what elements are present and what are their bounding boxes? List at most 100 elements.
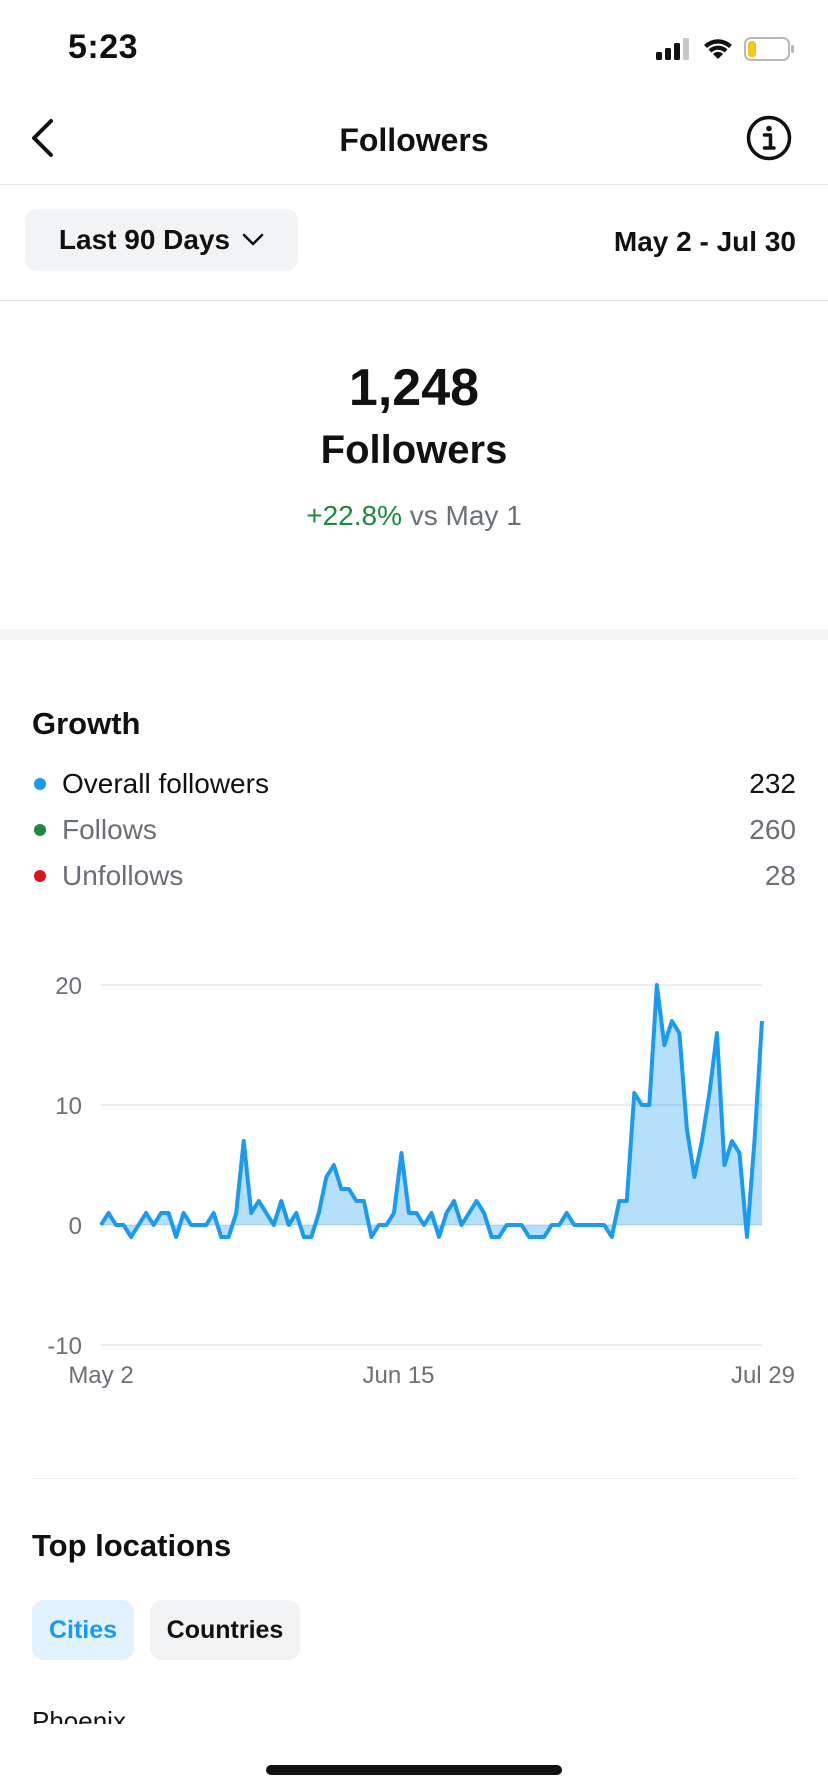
data-point — [527, 1235, 531, 1239]
data-point — [565, 1211, 569, 1215]
data-point — [219, 1235, 223, 1239]
data-point — [430, 1211, 434, 1215]
series-area — [101, 985, 762, 1237]
data-point — [99, 1223, 103, 1227]
follower-count-label: Followers — [320, 428, 508, 472]
range-divider — [0, 300, 828, 301]
info-button[interactable] — [746, 115, 792, 161]
chevron-left-icon — [32, 119, 53, 157]
data-point — [662, 1043, 666, 1047]
date-range-text: May 2 - Jul 30 — [613, 226, 796, 257]
data-point — [129, 1235, 133, 1239]
location-list-item[interactable]: Phoenix — [32, 1706, 126, 1724]
legend-value: 232 — [749, 768, 796, 799]
data-point — [580, 1223, 584, 1227]
follower-change: +22.8% vs May 1 — [0, 500, 828, 532]
data-point — [114, 1223, 118, 1227]
data-point — [632, 1091, 636, 1095]
data-point — [760, 1019, 764, 1023]
data-point — [512, 1223, 516, 1227]
data-point — [302, 1235, 306, 1239]
data-point — [715, 1031, 719, 1035]
data-point — [332, 1163, 336, 1167]
battery-icon — [744, 37, 794, 61]
follower-change-value: +22.8% — [306, 500, 402, 531]
data-point — [152, 1223, 156, 1227]
tab-countries[interactable]: Countries — [150, 1600, 300, 1660]
y-tick-label: 20 — [55, 973, 82, 1000]
data-point — [572, 1223, 576, 1227]
data-point — [685, 1127, 689, 1131]
data-point — [354, 1199, 358, 1203]
data-point — [122, 1223, 126, 1227]
x-tick-label: Jul 29 — [731, 1362, 795, 1389]
data-point — [272, 1223, 276, 1227]
data-point — [692, 1175, 696, 1179]
data-point — [467, 1211, 471, 1215]
data-point — [242, 1139, 246, 1143]
data-point — [752, 1139, 756, 1143]
chart-x-axis: May 2 Jun 15 Jul 29 — [68, 1362, 795, 1389]
data-point — [617, 1199, 621, 1203]
date-range-selector[interactable]: Last 90 Days — [25, 209, 298, 271]
date-range-selector-label: Last 90 Days — [58, 224, 231, 255]
home-indicator — [266, 1765, 562, 1775]
data-point — [482, 1211, 486, 1215]
data-point — [625, 1199, 629, 1203]
top-locations-title: Top locations — [32, 1528, 232, 1563]
data-point — [167, 1211, 171, 1215]
data-point — [670, 1019, 674, 1023]
chart-grid — [101, 984, 762, 1346]
legend-label: Unfollows — [62, 860, 184, 891]
y-tick-label: 10 — [55, 1093, 82, 1120]
data-point — [347, 1187, 351, 1191]
data-point — [414, 1211, 418, 1215]
data-point — [399, 1151, 403, 1155]
data-point — [475, 1199, 479, 1203]
data-point — [197, 1223, 201, 1227]
chart-series — [99, 983, 764, 1239]
follower-change-suffix: vs May 1 — [401, 500, 522, 531]
data-point — [737, 1151, 741, 1155]
data-point — [227, 1235, 231, 1239]
data-point — [505, 1223, 509, 1227]
legend-dot — [34, 778, 46, 790]
data-point — [745, 1235, 749, 1239]
legend-value: 260 — [749, 814, 796, 845]
data-point — [107, 1211, 111, 1215]
data-point — [535, 1235, 539, 1239]
page-title: Followers — [339, 122, 489, 158]
data-point — [647, 1103, 651, 1107]
legend-row-overall: Overall followers 232 — [32, 764, 796, 804]
data-point — [707, 1091, 711, 1095]
data-point — [287, 1223, 291, 1227]
data-point — [722, 1163, 726, 1167]
data-point — [655, 983, 659, 987]
data-point — [362, 1199, 366, 1203]
data-point — [497, 1235, 501, 1239]
wifi-icon — [704, 39, 732, 59]
header-divider — [0, 184, 828, 185]
growth-chart[interactable]: 20 10 0 -10 May 2 Jun 15 Jul 29 — [0, 960, 828, 1400]
data-point — [384, 1223, 388, 1227]
data-point — [460, 1223, 464, 1227]
data-point — [294, 1211, 298, 1215]
back-button[interactable] — [20, 112, 64, 164]
legend-dot — [34, 870, 46, 882]
series-line — [99, 983, 764, 1239]
data-point — [730, 1139, 734, 1143]
legend-dot — [34, 824, 46, 836]
data-point — [212, 1211, 216, 1215]
data-point — [144, 1211, 148, 1215]
data-point — [595, 1223, 599, 1227]
data-point — [610, 1235, 614, 1239]
data-point — [189, 1223, 193, 1227]
tab-cities[interactable]: Cities — [32, 1600, 134, 1660]
data-point — [640, 1103, 644, 1107]
x-tick-label: May 2 — [68, 1362, 133, 1389]
data-point — [182, 1211, 186, 1215]
data-point — [520, 1223, 524, 1227]
data-point — [445, 1211, 449, 1215]
data-point — [234, 1211, 238, 1215]
data-point — [317, 1211, 321, 1215]
